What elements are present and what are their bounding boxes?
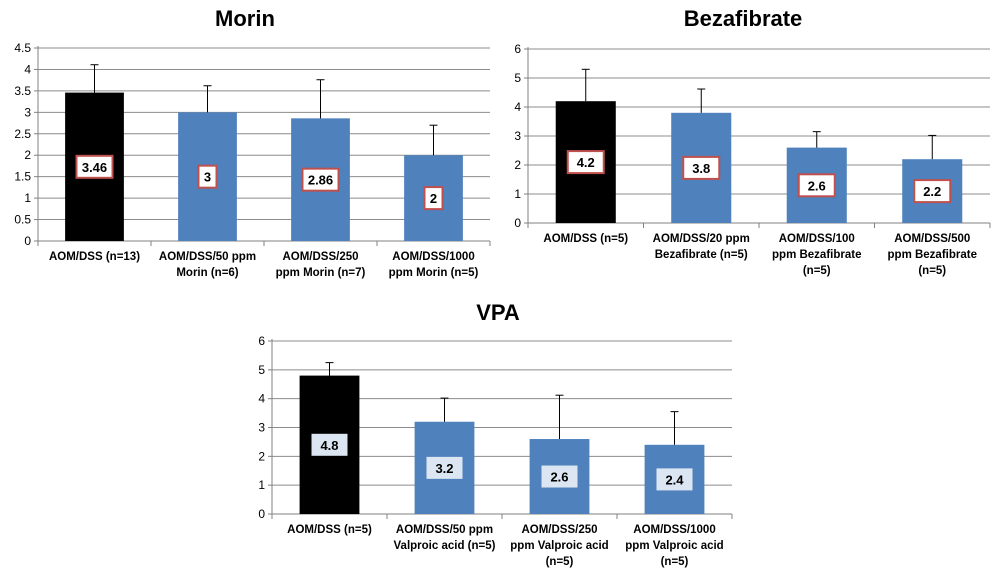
y-tick-label: 4 — [24, 62, 31, 76]
category-label-line: AOM/DSS/20 ppm — [653, 233, 750, 245]
data-label-box — [311, 433, 348, 456]
data-label-box — [797, 173, 836, 198]
y-tick-label: 1 — [514, 187, 521, 201]
category-label-line: AOM/DSS (n=13) — [49, 251, 140, 263]
data-label-box — [423, 186, 444, 211]
category-label-line: AOM/DSS/250 — [282, 251, 358, 263]
y-tick-label: 6 — [258, 334, 265, 348]
data-label: 3.2 — [435, 461, 453, 476]
category-label: AOM/DSS/1000 ppm Valproic acid (n=5) — [625, 524, 723, 568]
y-tick-label: 6 — [514, 42, 521, 56]
category-label-line: AOM/DSS (n=5) — [287, 524, 372, 536]
data-label-box — [301, 167, 340, 192]
y-tick-label: 5 — [514, 71, 521, 85]
category-label-line: (n=5) — [661, 556, 689, 568]
category-label: AOM/DSS/500 ppm Bezafibrate (n=5) — [888, 233, 977, 277]
data-label: 3.8 — [692, 161, 710, 176]
category-label-line: Bezafibrate (n=5) — [655, 249, 748, 261]
y-tick-label: 4 — [258, 392, 265, 406]
plot-area: 0 1 2 3 4 5 6 4.2 AOM/DSS (n=5) 3.8 AOM/DSS/20 ppm… — [514, 42, 991, 277]
data-label-box — [541, 465, 578, 488]
data-label: 2.4 — [665, 472, 684, 487]
category-label-line: ppm Valproic acid — [625, 540, 723, 552]
data-label-box — [566, 150, 605, 175]
category-label: AOM/DSS (n=13) — [49, 251, 140, 263]
y-tick-label: 3 — [514, 129, 521, 143]
category-label: AOM/DSS/100 ppm Bezafibrate (n=5) — [772, 233, 861, 277]
category-label: AOM/DSS/50 ppm Morin (n=6) — [159, 251, 256, 279]
y-tick-label: 2 — [258, 449, 265, 463]
plot-area: 0 0.5 1 1.5 2 2.5 3 3.5 4 4.5 3.46 AOM/DSS (n=13) 3 A… — [14, 41, 491, 279]
category-label: AOM/DSS/250 ppm Morin (n=7) — [276, 251, 366, 279]
category-label-line: AOM/DSS/500 — [894, 233, 970, 245]
category-label-line: ppm Morin (n=7) — [276, 267, 366, 279]
y-tick-label: 0 — [24, 234, 31, 248]
data-label: 3.46 — [82, 160, 107, 175]
y-tick-label: 0.5 — [14, 213, 31, 227]
category-label-line: AOM/DSS/50 ppm — [396, 524, 493, 536]
category-label: AOM/DSS/20 ppm Bezafibrate (n=5) — [653, 233, 750, 261]
data-label-box — [656, 468, 693, 491]
y-tick-label: 1.5 — [14, 170, 31, 184]
data-label: 2.86 — [308, 173, 333, 188]
chart-title: Morin — [215, 6, 275, 31]
category-label-line: (n=5) — [918, 265, 946, 277]
y-tick-label: 5 — [258, 363, 265, 377]
category-label-line: AOM/DSS/50 ppm — [159, 251, 256, 263]
category-label-line: (n=5) — [546, 556, 574, 568]
category-label-line: ppm Bezafibrate — [772, 249, 861, 261]
y-tick-label: 3.5 — [14, 84, 31, 98]
category-label-line: Morin (n=6) — [176, 267, 238, 279]
chart-vpa: VPA 0 1 2 3 4 5 6 4.8 AOM/DSS (n=5) 3.2 AOM/DSS/50… — [258, 300, 733, 568]
category-label: AOM/DSS (n=5) — [287, 524, 372, 536]
category-label: AOM/DSS/1000 ppm Morin (n=5) — [389, 251, 479, 279]
y-tick-label: 2.5 — [14, 127, 31, 141]
category-label-line: Valproic acid (n=5) — [394, 540, 496, 552]
category-label-line: AOM/DSS/100 — [779, 233, 855, 245]
category-label-line: AOM/DSS/1000 — [633, 524, 715, 536]
category-label-line: (n=5) — [803, 265, 831, 277]
y-tick-label: 0 — [258, 507, 265, 521]
y-tick-label: 4.5 — [14, 41, 31, 55]
data-label: 2.6 — [550, 470, 568, 485]
category-label: AOM/DSS/250 ppm Valproic acid (n=5) — [510, 524, 608, 568]
y-tick-label: 0 — [514, 216, 521, 230]
plot-area: 0 1 2 3 4 5 6 4.8 AOM/DSS (n=5) 3.2 AOM/DSS/50 ppm… — [258, 334, 733, 568]
category-label-line: AOM/DSS/1000 — [392, 251, 474, 263]
chart-title: Bezafibrate — [684, 6, 803, 31]
category-label-line: AOM/DSS/250 — [521, 524, 597, 536]
category-label-line: ppm Bezafibrate — [888, 249, 977, 261]
y-tick-label: 3 — [24, 105, 31, 119]
y-tick-label: 1 — [258, 478, 265, 492]
data-label-box — [913, 179, 952, 204]
data-label: 4.8 — [320, 438, 338, 453]
category-label-line: ppm Valproic acid — [510, 540, 608, 552]
y-tick-label: 2 — [24, 148, 31, 162]
data-label: 2.2 — [923, 184, 941, 199]
y-tick-label: 2 — [514, 158, 521, 172]
data-label-box — [75, 154, 114, 179]
data-label-box — [682, 155, 721, 180]
data-label: 4.2 — [577, 155, 595, 170]
category-label: AOM/DSS (n=5) — [543, 233, 628, 245]
y-tick-label: 4 — [514, 100, 521, 114]
data-label: 2 — [430, 191, 437, 206]
category-label: AOM/DSS/50 ppm Valproic acid (n=5) — [394, 524, 496, 552]
data-label-box — [197, 164, 218, 189]
category-label-line: AOM/DSS (n=5) — [543, 233, 628, 245]
data-label-box — [426, 456, 463, 479]
chart-bezafibrate: Bezafibrate 0 1 2 3 4 5 6 4.2 AOM/DSS (n=5) 3.8 AO… — [514, 6, 991, 277]
y-tick-label: 3 — [258, 421, 265, 435]
chart-title: VPA — [476, 300, 520, 325]
chart-morin: Morin 0 0.5 1 1.5 2 2.5 3 3.5 4 4.5 3.46 AOM/DSS (n… — [14, 6, 491, 279]
data-label: 2.6 — [808, 178, 826, 193]
y-tick-label: 1 — [24, 191, 31, 205]
data-label: 3 — [204, 170, 211, 185]
category-label-line: ppm Morin (n=5) — [389, 267, 479, 279]
